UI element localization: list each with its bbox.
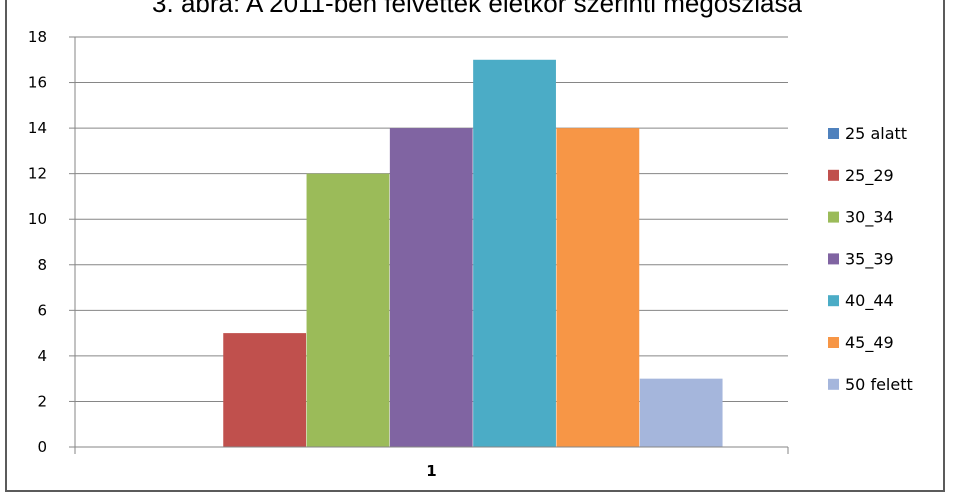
legend-label-45-49: 45_49 [845,333,894,353]
bar-40-44 [473,59,556,448]
legend-swatch-45-49 [828,337,839,348]
y-tick-labels: 0 2 4 6 8 10 12 14 16 18 [28,28,47,456]
x-tick-label: 1 [426,462,436,480]
y-tick-label: 14 [28,119,47,137]
x-tick-labels: 1 [426,462,436,480]
y-tick-label: 18 [28,28,47,46]
bar-45-49 [556,128,640,447]
legend-label-50-felett: 50 felett [845,375,913,394]
legend-swatch-35-39 [828,253,839,265]
legend-label-30-34: 30_34 [845,208,894,228]
legend-swatch-40-44 [828,295,839,307]
y-tick-label: 10 [28,210,47,228]
legend-label-35-39: 35_39 [845,249,894,269]
bar-30-34 [306,173,390,447]
bar-25-29 [223,333,307,447]
y-tick-label: 4 [37,347,47,365]
y-tick-label: 8 [37,256,47,274]
bar-35-39 [389,128,473,447]
legend-swatch-30-34 [828,211,839,223]
legend: 25 alatt 25_29 30_34 35_39 40_44 45_49 50 fele… [828,124,913,394]
y-tick-label: 0 [37,438,47,456]
y-tick-label: 2 [37,392,47,410]
legend-label-40-44: 40_44 [845,291,894,311]
y-tick-label: 12 [28,165,47,183]
legend-swatch-25-alatt [828,128,839,139]
axes [69,36,789,454]
legend-label-25-alatt: 25 alatt [845,124,907,143]
chart-title: 3. ábra: A 2011-ben felvettek életkor sz… [152,0,802,18]
legend-swatch-25-29 [828,169,839,181]
y-tick-label: 16 [28,74,47,92]
bars [223,59,723,448]
legend-label-25-29: 25_29 [845,166,894,186]
legend-swatch-50-felett [828,378,839,390]
y-tick-label: 6 [37,301,47,319]
bar-50-felett [639,378,723,447]
